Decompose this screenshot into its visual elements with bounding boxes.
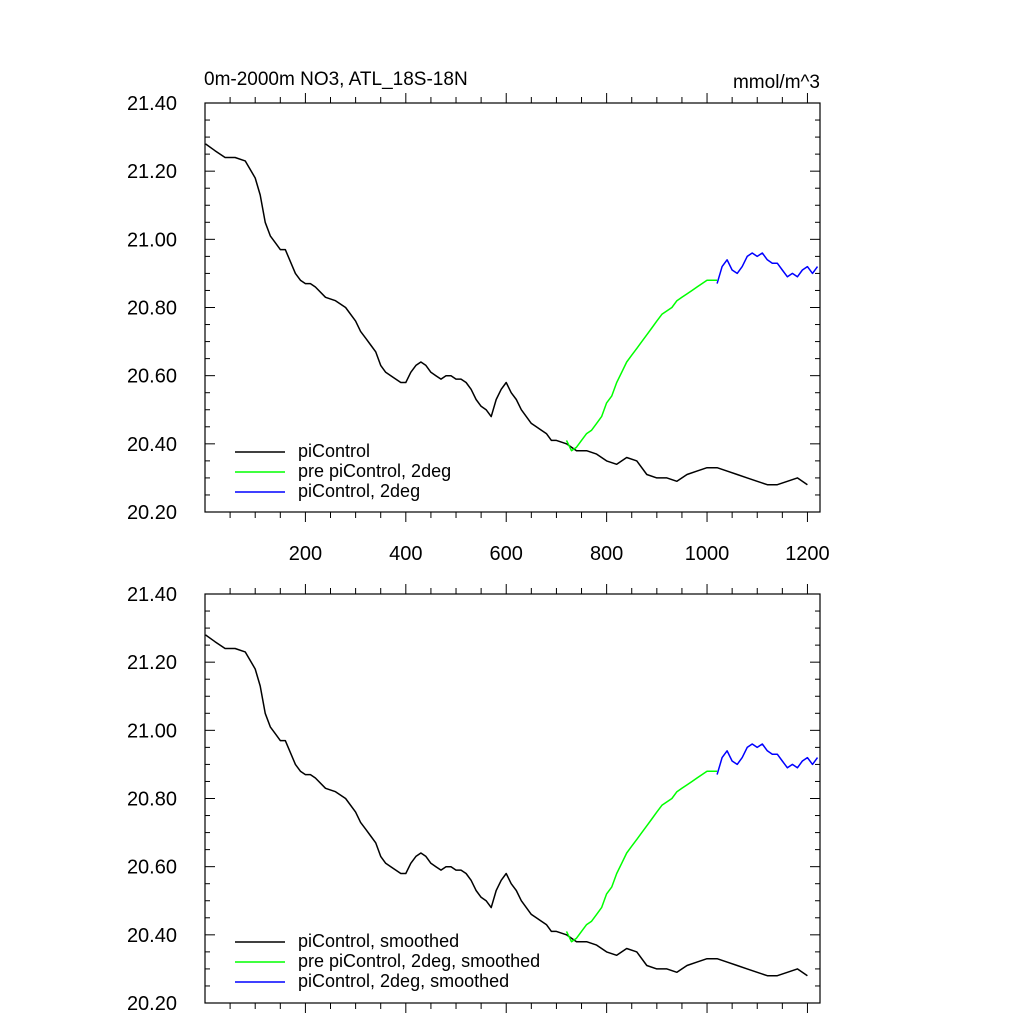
y-tick-label: 21.40 [127,584,177,606]
legend-label-1: pre piControl, 2deg [298,461,451,481]
series-line-2 [716,743,819,775]
y-tick-label: 21.20 [127,161,177,183]
top-panel-units: mmol/m^3 [733,72,820,93]
y-tick-label: 20.80 [127,298,177,320]
top-panel: 0m-2000m NO3, ATL_18S-18N mmol/m^3 20.20… [127,69,830,565]
x-tick-label: 600 [490,543,523,565]
series-line-0 [205,143,808,486]
y-tick-label: 20.20 [127,993,177,1015]
series-line-0 [205,634,808,977]
y-tick-label: 20.40 [127,925,177,947]
y-tick-label: 20.40 [127,434,177,456]
y-tick-label: 20.60 [127,366,177,388]
top-panel-title: 0m-2000m NO3, ATL_18S-18N [204,69,468,90]
x-tick-label: 1000 [685,543,730,565]
x-tick-label: 200 [289,543,322,565]
x-tick-label: 1200 [785,543,830,565]
y-tick-label: 21.00 [127,720,177,742]
y-tick-label: 21.40 [127,93,177,115]
x-tick-label: 400 [389,543,422,565]
series-line-1 [565,279,718,452]
legend-label-2: piControl, 2deg, smoothed [298,971,509,991]
y-tick-label: 21.00 [127,229,177,251]
x-tick-label: 800 [590,543,623,565]
y-tick-label: 20.80 [127,789,177,811]
y-tick-label: 20.20 [127,502,177,524]
legend-label-0: piControl [298,441,370,461]
y-tick-label: 20.60 [127,857,177,879]
series-line-2 [716,252,819,284]
legend-label-1: pre piControl, 2deg, smoothed [298,951,540,971]
bottom-panel: 20.20 20.40 20.60 20.80 21.00 21.20 21.40 piCo… [127,584,821,1015]
legend-label-2: piControl, 2deg [298,481,420,501]
series-line-1 [565,770,718,943]
legend-label-0: piControl, smoothed [298,931,459,951]
y-tick-label: 21.20 [127,652,177,674]
